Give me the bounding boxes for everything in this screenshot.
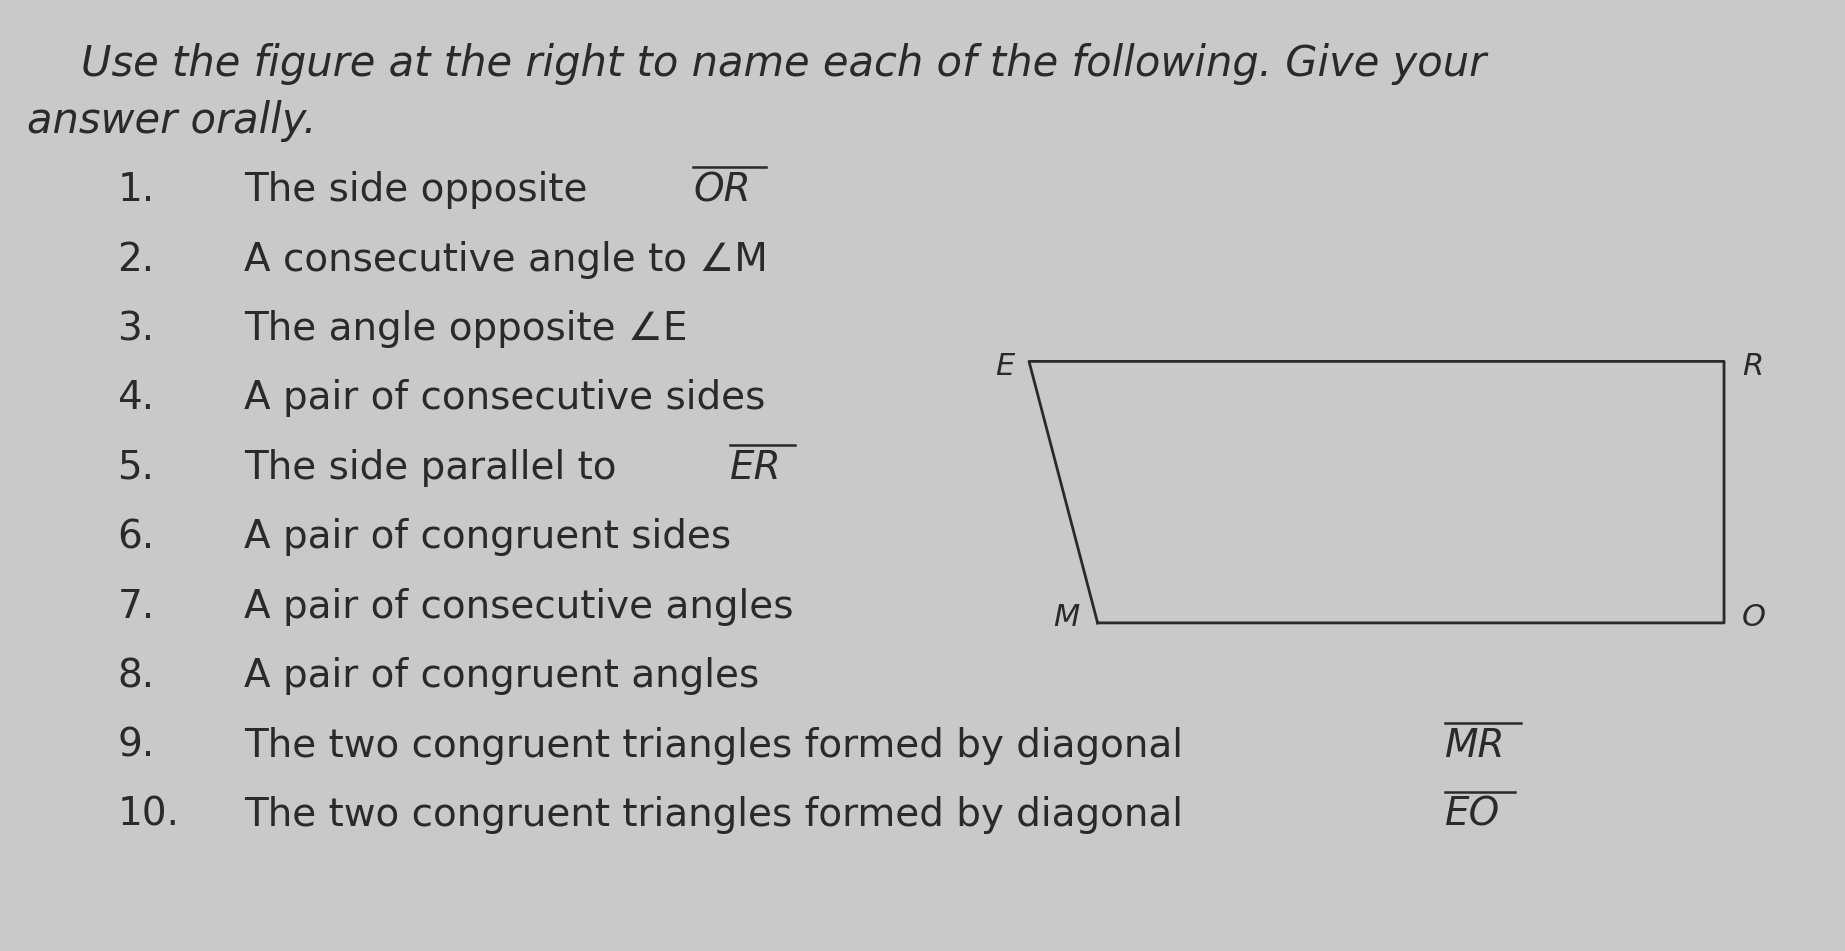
Text: The side opposite: The side opposite bbox=[244, 171, 600, 209]
Text: OR: OR bbox=[694, 171, 751, 209]
Text: The side parallel to: The side parallel to bbox=[244, 449, 629, 487]
Text: A consecutive angle to ∠M: A consecutive angle to ∠M bbox=[244, 241, 768, 279]
Text: 9.: 9. bbox=[118, 727, 155, 765]
Text: A pair of congruent sides: A pair of congruent sides bbox=[244, 518, 731, 556]
Text: 6.: 6. bbox=[118, 518, 155, 556]
Text: R: R bbox=[1742, 352, 1764, 380]
Text: MR: MR bbox=[1445, 727, 1506, 765]
Text: 3.: 3. bbox=[118, 310, 155, 348]
Text: 7.: 7. bbox=[118, 588, 155, 626]
Text: E: E bbox=[994, 352, 1015, 380]
Text: 4.: 4. bbox=[118, 379, 155, 417]
Text: Use the figure at the right to name each of the following. Give your: Use the figure at the right to name each… bbox=[81, 43, 1487, 85]
Text: ER: ER bbox=[729, 449, 780, 487]
Text: The angle opposite ∠E: The angle opposite ∠E bbox=[244, 310, 686, 348]
Text: O: O bbox=[1742, 604, 1766, 632]
Text: EO: EO bbox=[1445, 796, 1500, 834]
Text: The two congruent triangles formed by diagonal: The two congruent triangles formed by di… bbox=[244, 796, 1196, 834]
Text: 5.: 5. bbox=[118, 449, 155, 487]
Text: 10.: 10. bbox=[118, 796, 179, 834]
Text: 1.: 1. bbox=[118, 171, 155, 209]
Text: answer orally.: answer orally. bbox=[28, 100, 317, 142]
Text: A pair of consecutive angles: A pair of consecutive angles bbox=[244, 588, 793, 626]
Text: The two congruent triangles formed by diagonal: The two congruent triangles formed by di… bbox=[244, 727, 1196, 765]
Text: A pair of congruent angles: A pair of congruent angles bbox=[244, 657, 758, 695]
Text: M: M bbox=[1053, 604, 1079, 632]
Text: 2.: 2. bbox=[118, 241, 155, 279]
Text: 8.: 8. bbox=[118, 657, 155, 695]
Text: A pair of consecutive sides: A pair of consecutive sides bbox=[244, 379, 766, 417]
